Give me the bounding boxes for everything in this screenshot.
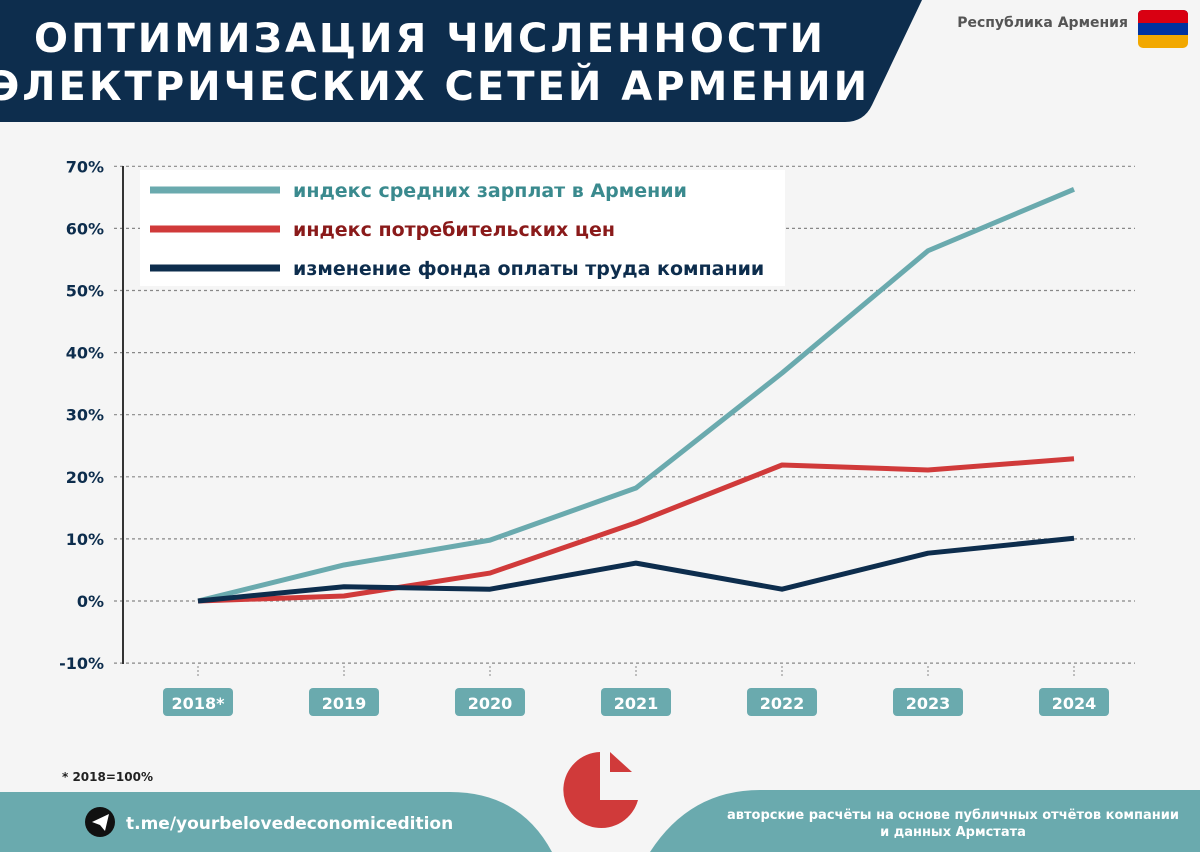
y-tick-label: -10% — [59, 654, 104, 673]
legend-label: индекс средних зарплат в Армении — [293, 180, 687, 202]
x-tick-label: 2019 — [322, 694, 367, 713]
y-tick-label: 0% — [77, 592, 104, 611]
x-tick-label: 2024 — [1052, 694, 1097, 713]
x-tick-label: 2020 — [468, 694, 513, 713]
x-tick-label: 2021 — [614, 694, 659, 713]
footer-right-panel — [650, 790, 1200, 852]
footer-left-panel — [0, 792, 552, 852]
x-tick-label: 2022 — [760, 694, 805, 713]
series-line-1 — [197, 456, 1075, 604]
y-tick-label: 10% — [66, 530, 104, 549]
y-tick-label: 60% — [66, 219, 104, 238]
header-banner — [0, 0, 922, 122]
x-tick-badge — [1039, 688, 1109, 716]
country-label: Республика Армения — [957, 15, 1128, 31]
armenia-flag-icon — [1138, 10, 1188, 48]
x-tick-label: 2023 — [906, 694, 951, 713]
y-tick-label: 20% — [66, 468, 104, 487]
y-tick-label: 40% — [66, 344, 104, 363]
title-line-1: ОПТИМИЗАЦИЯ ЧИСЛЕННОСТИ — [34, 16, 826, 62]
telegram-link[interactable]: t.me/yourbelovedeconomicedition — [126, 814, 453, 834]
source-line-1: авторские расчёты на основе публичных от… — [727, 808, 1179, 823]
legend-label: индекс потребительских цен — [293, 219, 615, 241]
legend-label: изменение фонда оплаты труда компании — [293, 258, 764, 280]
legend: индекс средних зарплат в Армении индекс п… — [140, 170, 785, 286]
x-tick-badge — [455, 688, 525, 716]
title-line-2: ЭЛЕКТРИЧЕСКИХ СЕТЕЙ АРМЕНИИ — [0, 62, 870, 110]
x-tick-label: 2018* — [172, 694, 226, 713]
y-tick-label: 50% — [66, 282, 104, 301]
y-tick-label: 70% — [66, 157, 104, 176]
x-tick-badge — [309, 688, 379, 716]
x-tick-badge — [163, 688, 233, 716]
x-tick-badge — [601, 688, 671, 716]
x-tick-badge — [747, 688, 817, 716]
y-tick-label: 30% — [66, 406, 104, 425]
x-tick-badge — [893, 688, 963, 716]
footnote: * 2018=100% — [62, 770, 153, 784]
telegram-icon[interactable] — [85, 807, 115, 837]
logo-icon — [563, 752, 638, 828]
source-line-2: и данных Армстата — [880, 825, 1026, 840]
